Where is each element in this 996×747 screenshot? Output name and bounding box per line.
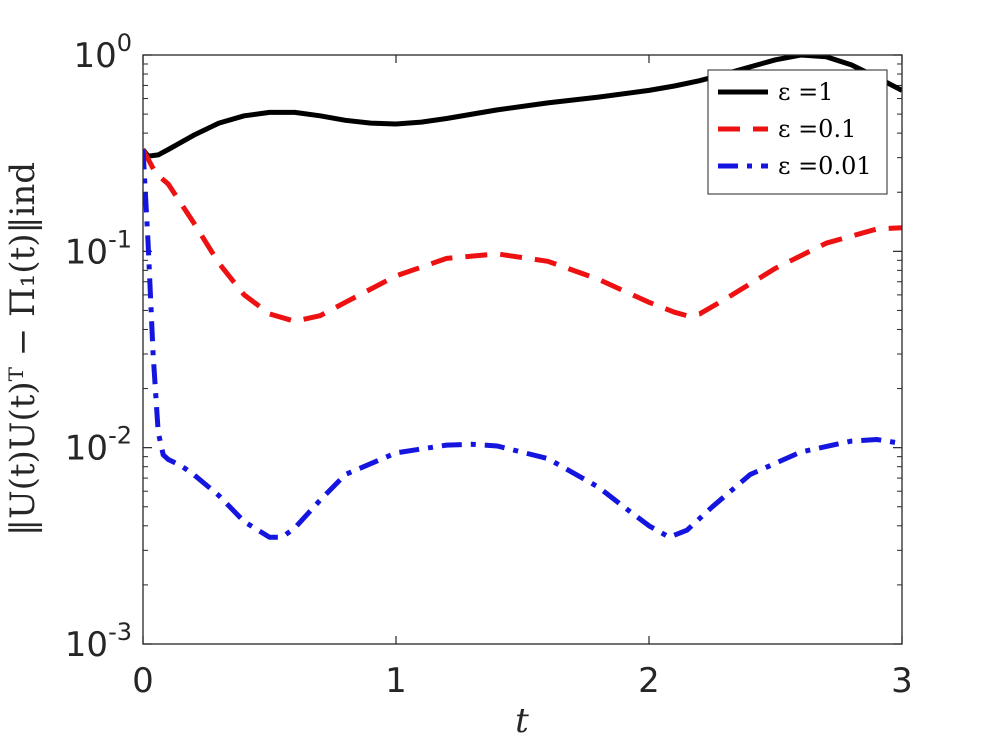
y-tick-label: 10-2 [65,422,132,469]
x-tick-label: 2 [638,661,660,701]
y-tick-label: 10-3 [65,618,132,665]
y-tick-label: 10-1 [65,225,132,272]
legend: ε =1 ε =0.1 ε =0.01 [707,69,888,195]
y-axis-label: ‖U(t)U(t)ᵀ − Π₁(t)‖ind [3,162,43,536]
legend-label-3: ε =0.01 [778,152,872,180]
x-tick-label: 0 [132,661,154,701]
y-tick-labels: 100 10-1 10-2 10-3 [65,29,132,665]
x-tick-label: 3 [891,661,913,701]
legend-label-1: ε =1 [778,78,833,106]
axes-box [142,54,903,645]
series-layer [143,55,902,540]
x-tick-labels: 0 1 2 3 [132,661,913,701]
x-axis-label: t [515,701,529,741]
x-tick-label: 1 [385,661,407,701]
series-line-1 [143,55,902,159]
series-line-3 [143,149,902,540]
series-line-2 [143,148,902,324]
legend-label-2: ε =0.1 [778,115,856,143]
y-tick-label: 100 [73,29,132,76]
